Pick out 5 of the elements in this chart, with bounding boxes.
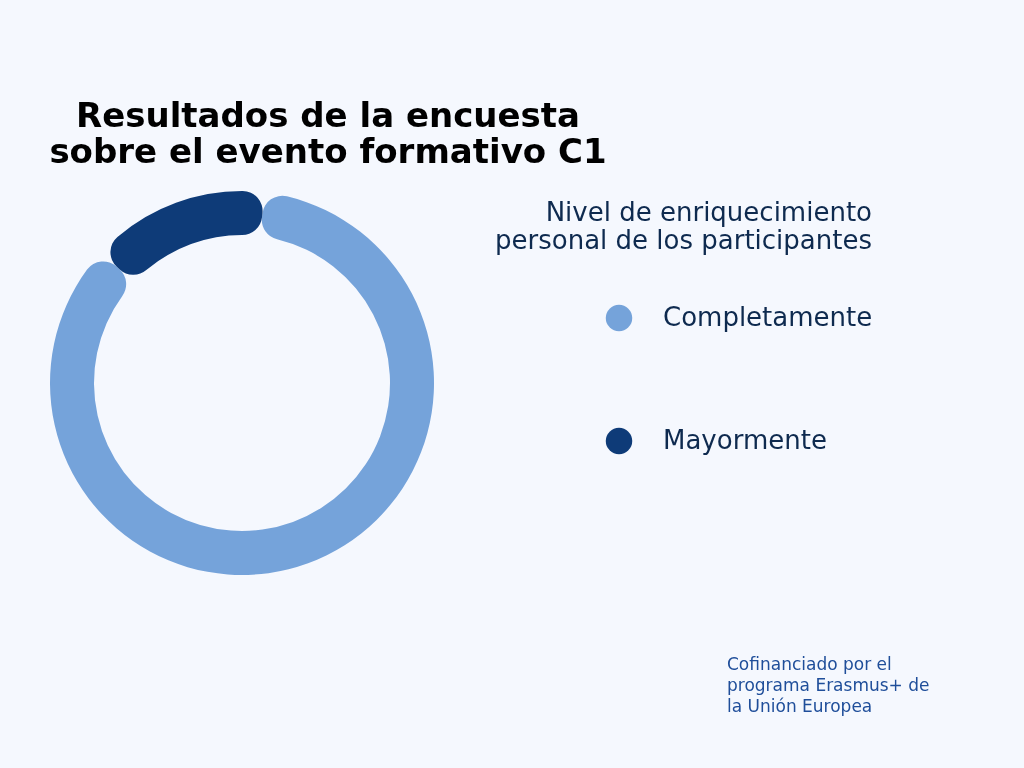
chart-title: Resultados de la encuesta sobre el evento formativo C1	[49, 95, 607, 171]
text: Cofinanciado por el programa Erasmus+ de la Unión Europea	[727, 654, 930, 716]
legend-title: Nivel de enriquecimiento personal de los participantes	[495, 197, 872, 255]
legend-label: Mayormente	[663, 425, 827, 455]
legend-label: Completamente	[663, 302, 873, 332]
